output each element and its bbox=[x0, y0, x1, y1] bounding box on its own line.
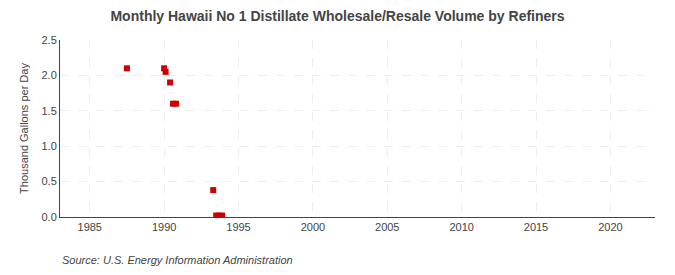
svg-text:2020: 2020 bbox=[598, 221, 622, 233]
svg-text:Thousand Gallons per Day: Thousand Gallons per Day bbox=[18, 63, 30, 194]
svg-text:0.0: 0.0 bbox=[42, 211, 57, 223]
svg-text:1985: 1985 bbox=[78, 221, 102, 233]
svg-text:Source: U.S. Energy Informatio: Source: U.S. Energy Information Administ… bbox=[62, 254, 293, 266]
svg-text:2005: 2005 bbox=[375, 221, 399, 233]
svg-text:2.0: 2.0 bbox=[42, 69, 57, 81]
svg-text:0.5: 0.5 bbox=[42, 175, 57, 187]
svg-text:1995: 1995 bbox=[226, 221, 250, 233]
svg-text:1.0: 1.0 bbox=[42, 140, 57, 152]
svg-text:2015: 2015 bbox=[524, 221, 548, 233]
svg-text:Monthly Hawaii No 1 Distillate: Monthly Hawaii No 1 Distillate Wholesale… bbox=[110, 8, 564, 24]
svg-text:2000: 2000 bbox=[301, 221, 325, 233]
svg-text:2010: 2010 bbox=[449, 221, 473, 233]
svg-text:1.5: 1.5 bbox=[42, 105, 57, 117]
svg-text:1990: 1990 bbox=[152, 221, 176, 233]
svg-text:2.5: 2.5 bbox=[42, 34, 57, 46]
